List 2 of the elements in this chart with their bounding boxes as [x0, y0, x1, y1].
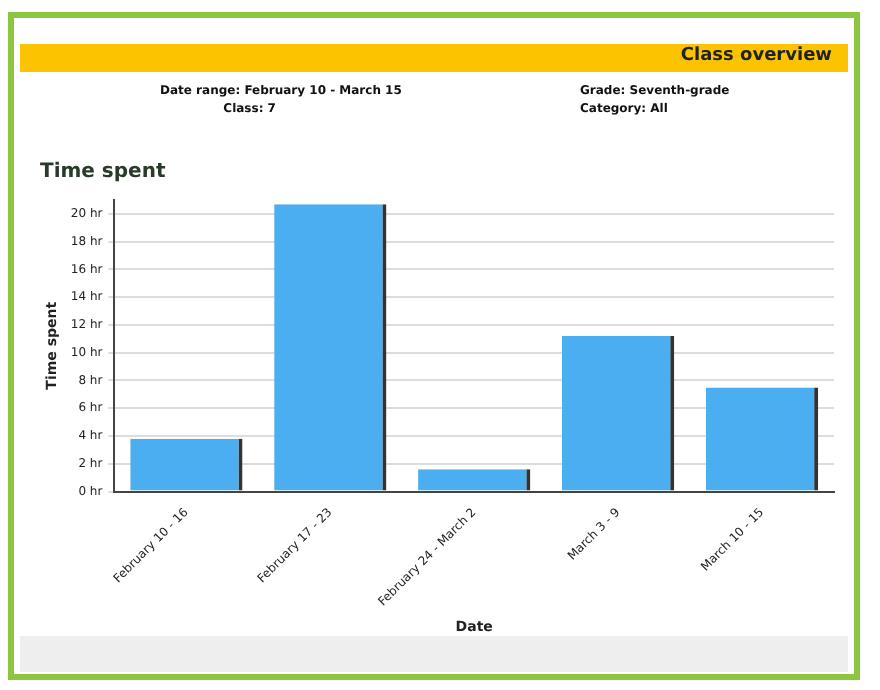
chart-title: Time spent: [40, 161, 166, 184]
text: Class overview: [680, 46, 832, 66]
